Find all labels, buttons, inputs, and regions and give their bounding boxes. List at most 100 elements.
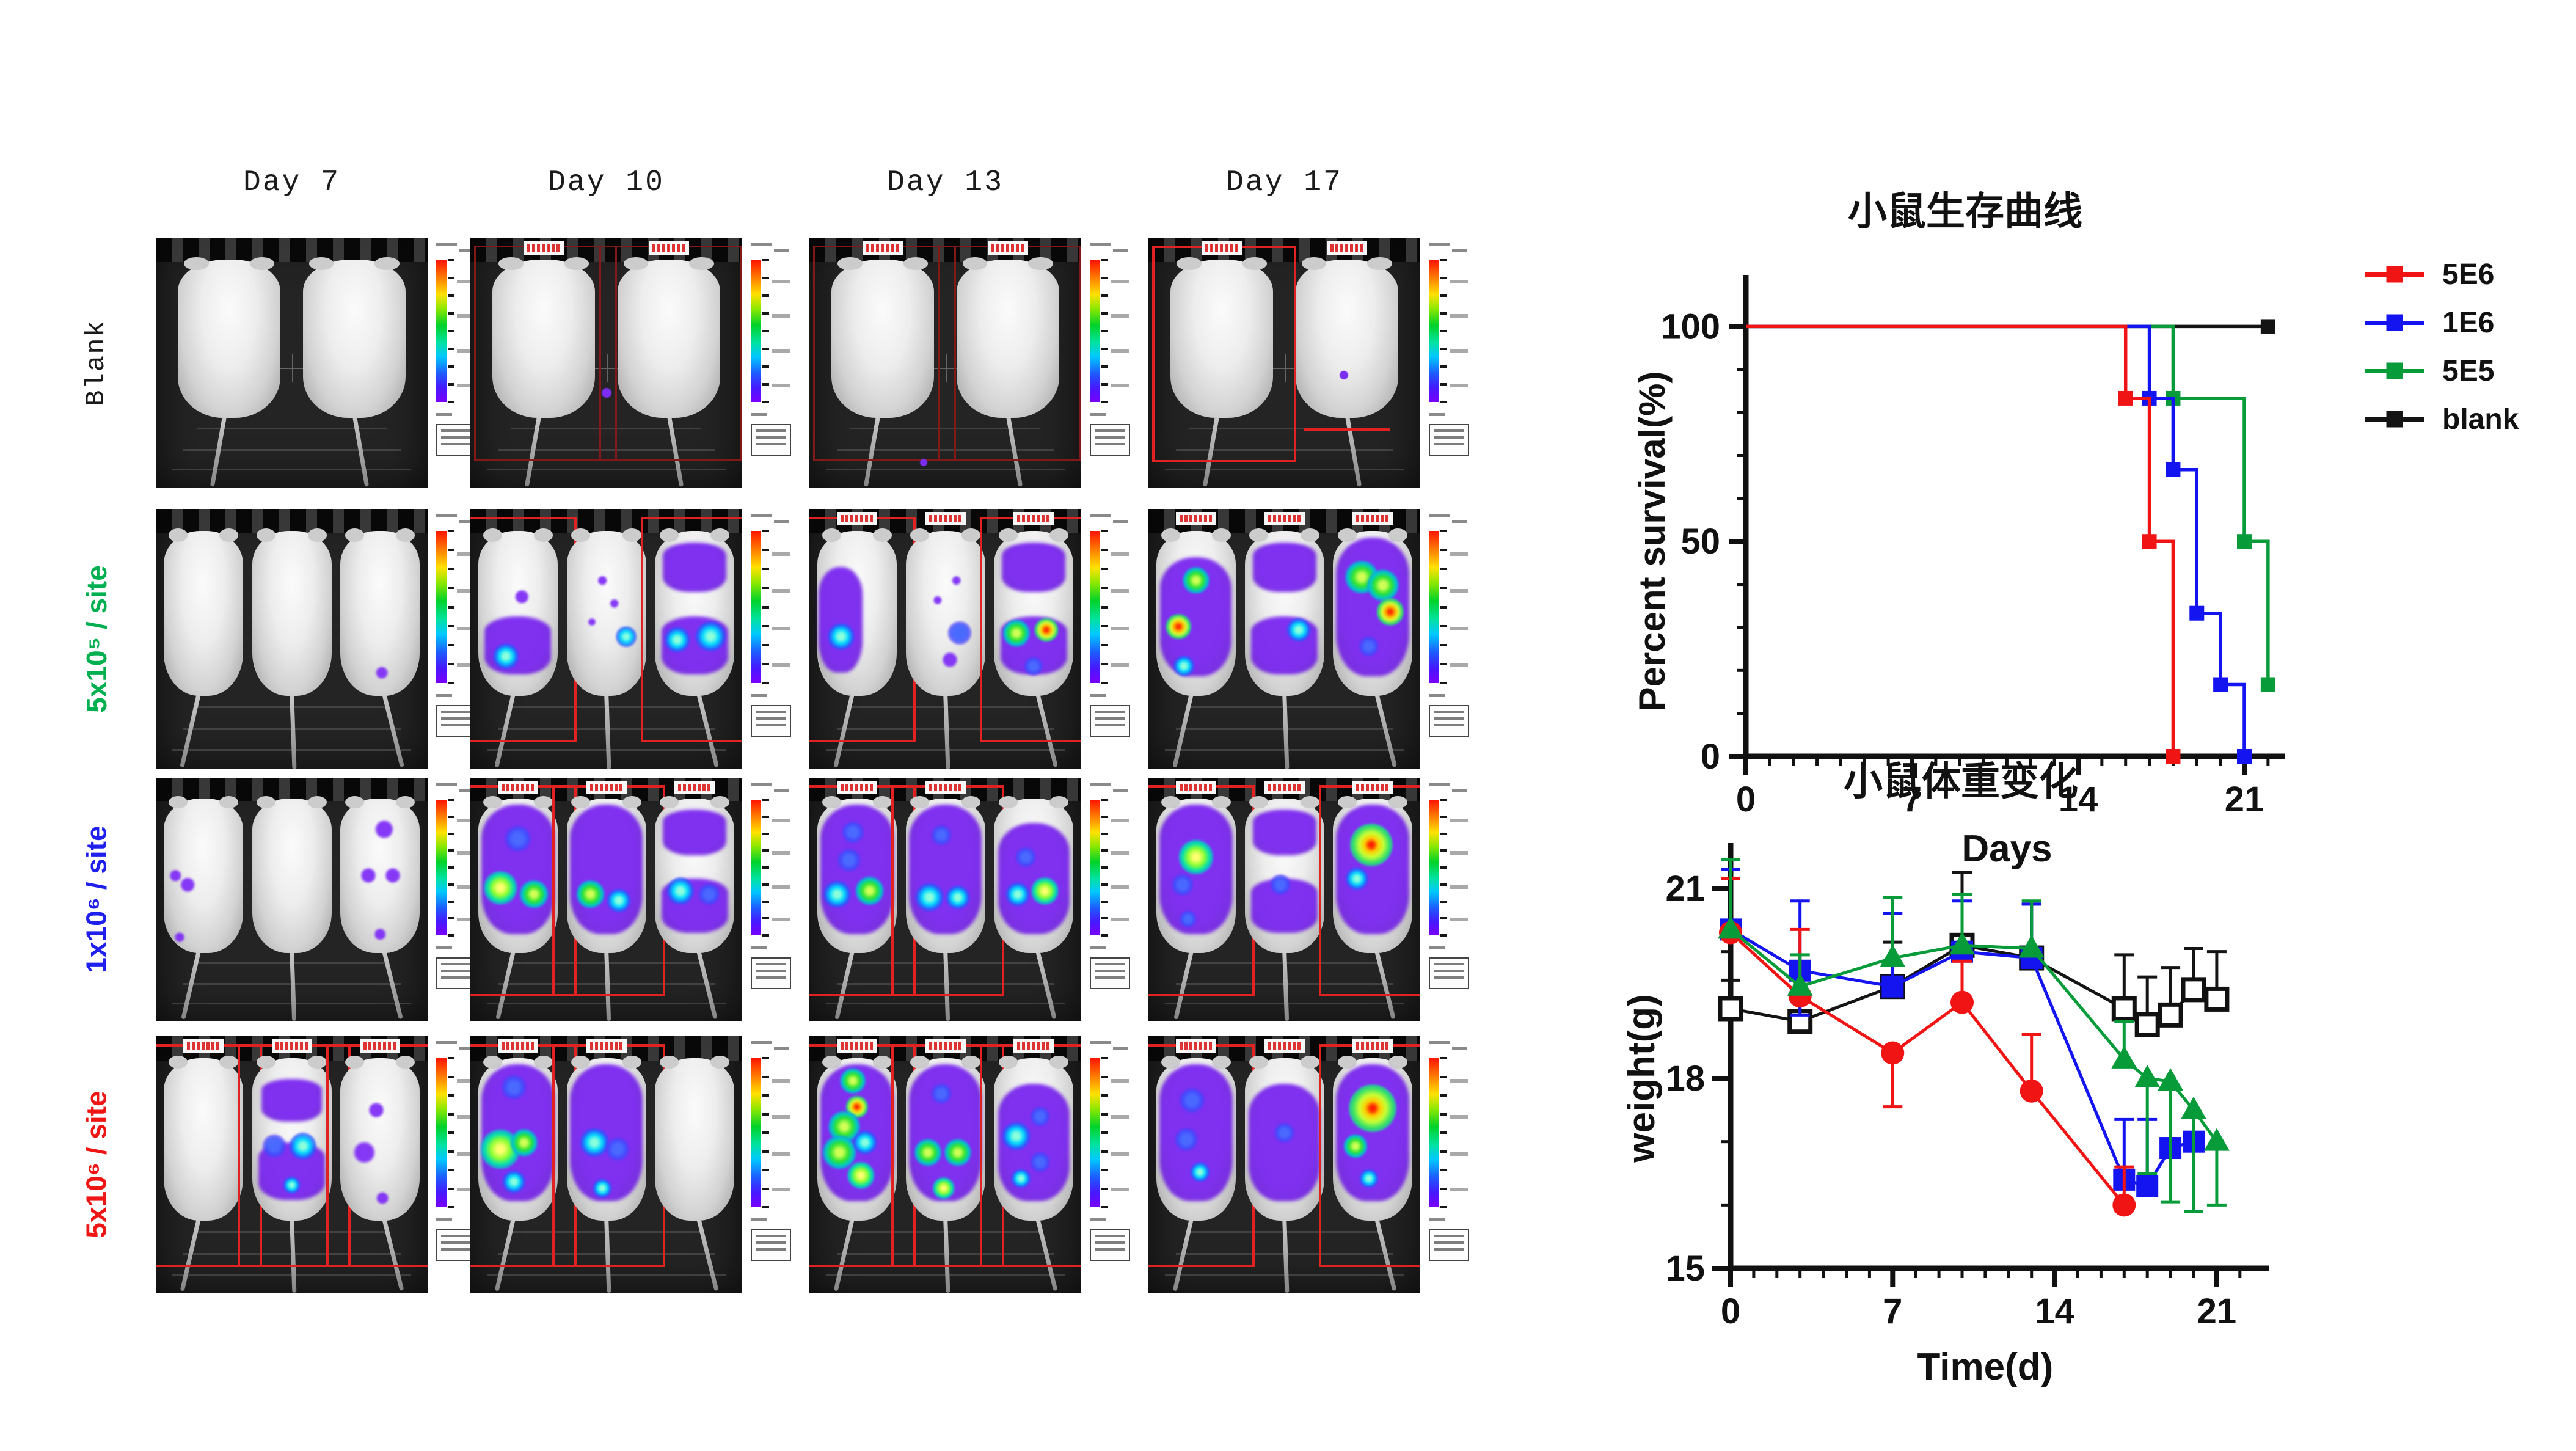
mouse-ear-right xyxy=(533,528,553,542)
colorbar-tick xyxy=(762,1206,769,1208)
luminescence-hotspot xyxy=(607,888,631,913)
x-tick-label: 0 xyxy=(1736,780,1756,819)
colorbar-tick-label xyxy=(1111,552,1129,556)
colorbar-tick-label xyxy=(457,626,475,630)
colorbar-tick xyxy=(1101,1113,1108,1116)
luminescence-hotspot xyxy=(174,932,185,943)
legend-item-1e6: 1E6 xyxy=(2365,304,2494,342)
survival-chart-title: 小鼠生存曲线 xyxy=(1848,189,2082,233)
colorbar-tick-label xyxy=(772,349,790,354)
roi-label-chip xyxy=(497,1039,538,1053)
luminescence-hotspot xyxy=(1367,569,1399,602)
luminescence-hotspot xyxy=(1182,566,1210,594)
mouse xyxy=(905,796,985,953)
x-tick-label: 14 xyxy=(2035,1292,2074,1331)
series-marker xyxy=(1787,973,1813,996)
colorbar-gradient xyxy=(1090,1058,1100,1207)
platform-line xyxy=(825,469,1065,471)
mouse xyxy=(1333,528,1413,696)
luminescence-hotspot xyxy=(1179,910,1197,928)
colorbar-tick xyxy=(1440,934,1447,937)
series-marker xyxy=(2018,935,2045,958)
mouse xyxy=(302,257,406,418)
luminescence-overlay xyxy=(819,567,863,673)
imaging-panel-r3c0 xyxy=(156,1036,428,1293)
colorbar-tick xyxy=(1101,643,1108,646)
colorbar-header-text xyxy=(436,783,457,786)
series-marker xyxy=(2136,1175,2159,1197)
weight-series-5E6 xyxy=(1719,877,2136,1217)
luminescence-hotspot xyxy=(827,623,855,650)
series-marker xyxy=(2020,1079,2043,1103)
colorbar-tick-label xyxy=(1450,314,1468,318)
luminescence-hotspot xyxy=(946,885,970,910)
colorbar-tick-label xyxy=(1450,885,1468,889)
mouse-ear-right xyxy=(1388,1055,1408,1069)
colorbar-tick xyxy=(762,348,769,350)
mouse-ear-left xyxy=(962,257,988,270)
colorbar-tick xyxy=(1440,1131,1447,1134)
mouse xyxy=(1156,1055,1236,1221)
colorbar-tick-label xyxy=(457,663,475,667)
imaging-panel-r2c1 xyxy=(470,778,742,1021)
colorbar-tick xyxy=(762,1150,769,1153)
colorbar-tick xyxy=(1440,312,1447,315)
roi-label-chip xyxy=(836,512,877,525)
colorbar-header-text xyxy=(1429,514,1450,517)
colorbar-gradient xyxy=(751,260,761,402)
mouse-tail xyxy=(1282,690,1289,769)
colorbar-tick xyxy=(448,587,454,590)
mouse-ear-right xyxy=(689,257,714,270)
colorbar-max-label xyxy=(1113,789,1128,792)
colorbar-tick xyxy=(1440,866,1447,869)
luminescence-hotspot xyxy=(951,576,961,585)
colorbar-max-label xyxy=(1113,249,1128,252)
colorbar-tick-label xyxy=(1111,918,1129,922)
series-marker xyxy=(1718,996,1743,1022)
platform-line xyxy=(850,428,1041,430)
colorbar-tick-label xyxy=(1450,851,1468,855)
series-marker xyxy=(1718,916,1743,939)
mouse-ear-right xyxy=(396,1055,415,1069)
luminescence-hotspot xyxy=(823,880,851,908)
mouse-ear-left xyxy=(1161,1055,1180,1069)
mouse-ear-right xyxy=(622,528,641,542)
colorbar-gradient xyxy=(1429,260,1439,402)
imaging-panel-r2c3 xyxy=(1148,778,1420,1021)
legend-label: blank xyxy=(2442,403,2519,436)
colorbar-tick xyxy=(1101,605,1108,609)
row-label: 5x10⁵ / site xyxy=(68,509,125,769)
colorbar-header-text xyxy=(1090,1041,1111,1044)
colorbar-tick xyxy=(1101,530,1108,532)
colorbar-tick xyxy=(762,1131,769,1134)
mouse-ear-left xyxy=(498,257,524,270)
roi-line xyxy=(1303,428,1391,431)
mouse-ear-left xyxy=(1337,1055,1357,1069)
colorbar-tick xyxy=(762,587,769,590)
series-marker xyxy=(2111,1045,2137,1069)
colorbar-tick-label xyxy=(1450,626,1468,630)
colorbar-tick xyxy=(448,815,454,818)
colorbar-tick xyxy=(1101,587,1108,590)
luminescence-hotspot xyxy=(1024,656,1043,676)
mouse xyxy=(994,528,1074,696)
colorbar-tick xyxy=(1440,643,1447,646)
mouse xyxy=(956,257,1059,418)
colorbar-max-label xyxy=(1113,520,1128,523)
colorbar-tick xyxy=(762,662,769,665)
luminescence-overlay xyxy=(663,809,727,856)
colorbar-tick xyxy=(448,1113,454,1116)
colorbar-tick xyxy=(762,934,769,937)
roi-label-chip xyxy=(1202,241,1242,255)
colorbar-tick xyxy=(762,866,769,869)
colorbar-tick-label xyxy=(772,851,790,855)
colorbar-tick xyxy=(762,1113,769,1116)
mouse xyxy=(163,528,243,696)
series-marker xyxy=(2158,1068,2184,1091)
y-axis-title: Percent survival(%) xyxy=(1632,371,1673,712)
colorbar-max-label xyxy=(1452,520,1467,523)
colorbar-tick xyxy=(448,259,454,261)
luminescence-hotspot xyxy=(376,1191,389,1205)
platform-line xyxy=(1175,448,1393,451)
colorbar xyxy=(1429,780,1478,1018)
